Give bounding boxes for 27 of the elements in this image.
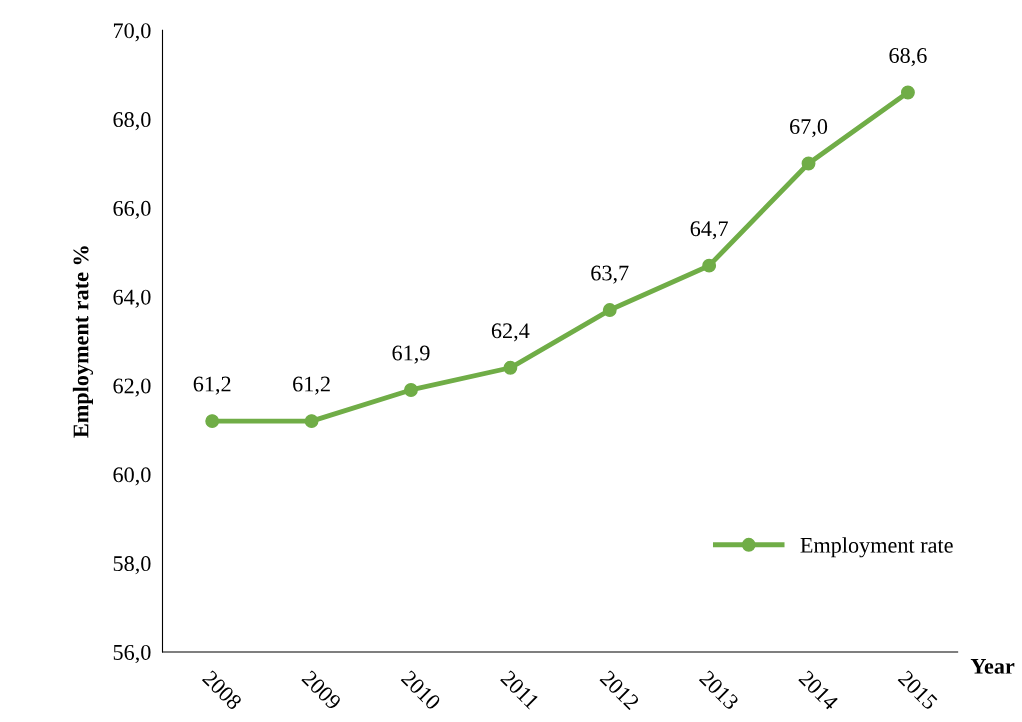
legend-label: Employment rate	[800, 537, 953, 558]
data-label: 64,7	[690, 221, 728, 240]
data-label: 62,4	[491, 323, 530, 342]
y-tick-label: 64,0	[113, 289, 151, 308]
data-label: 63,7	[591, 265, 629, 284]
point	[602, 303, 617, 318]
x-axis-title: Year	[970, 659, 1015, 674]
point	[404, 383, 418, 397]
data-label: 61,2	[193, 376, 231, 395]
y-tick-label: 62,0	[113, 378, 151, 397]
y-tick-label: 60,0	[113, 467, 151, 486]
point	[205, 414, 220, 429]
data-label: 68,6	[889, 47, 927, 67]
y-tick-label: 56,0	[113, 644, 151, 664]
point	[801, 156, 816, 171]
point	[702, 258, 717, 273]
point	[900, 85, 915, 100]
point	[503, 360, 518, 375]
data-label: 61,9	[392, 345, 430, 364]
data-label: 61,2	[293, 376, 330, 395]
y-tick-label: 66,0	[113, 200, 151, 220]
data-label: 67,0	[790, 119, 828, 138]
point	[304, 414, 319, 429]
y-tick-label: 58,0	[113, 556, 151, 575]
y-tick-label: 70,0	[113, 23, 151, 42]
y-axis-title: Employment rate %	[72, 246, 94, 438]
y-tick-label: 68,0	[113, 112, 151, 131]
